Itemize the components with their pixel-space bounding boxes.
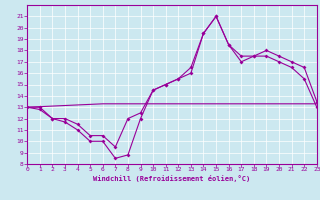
X-axis label: Windchill (Refroidissement éolien,°C): Windchill (Refroidissement éolien,°C) bbox=[93, 175, 251, 182]
